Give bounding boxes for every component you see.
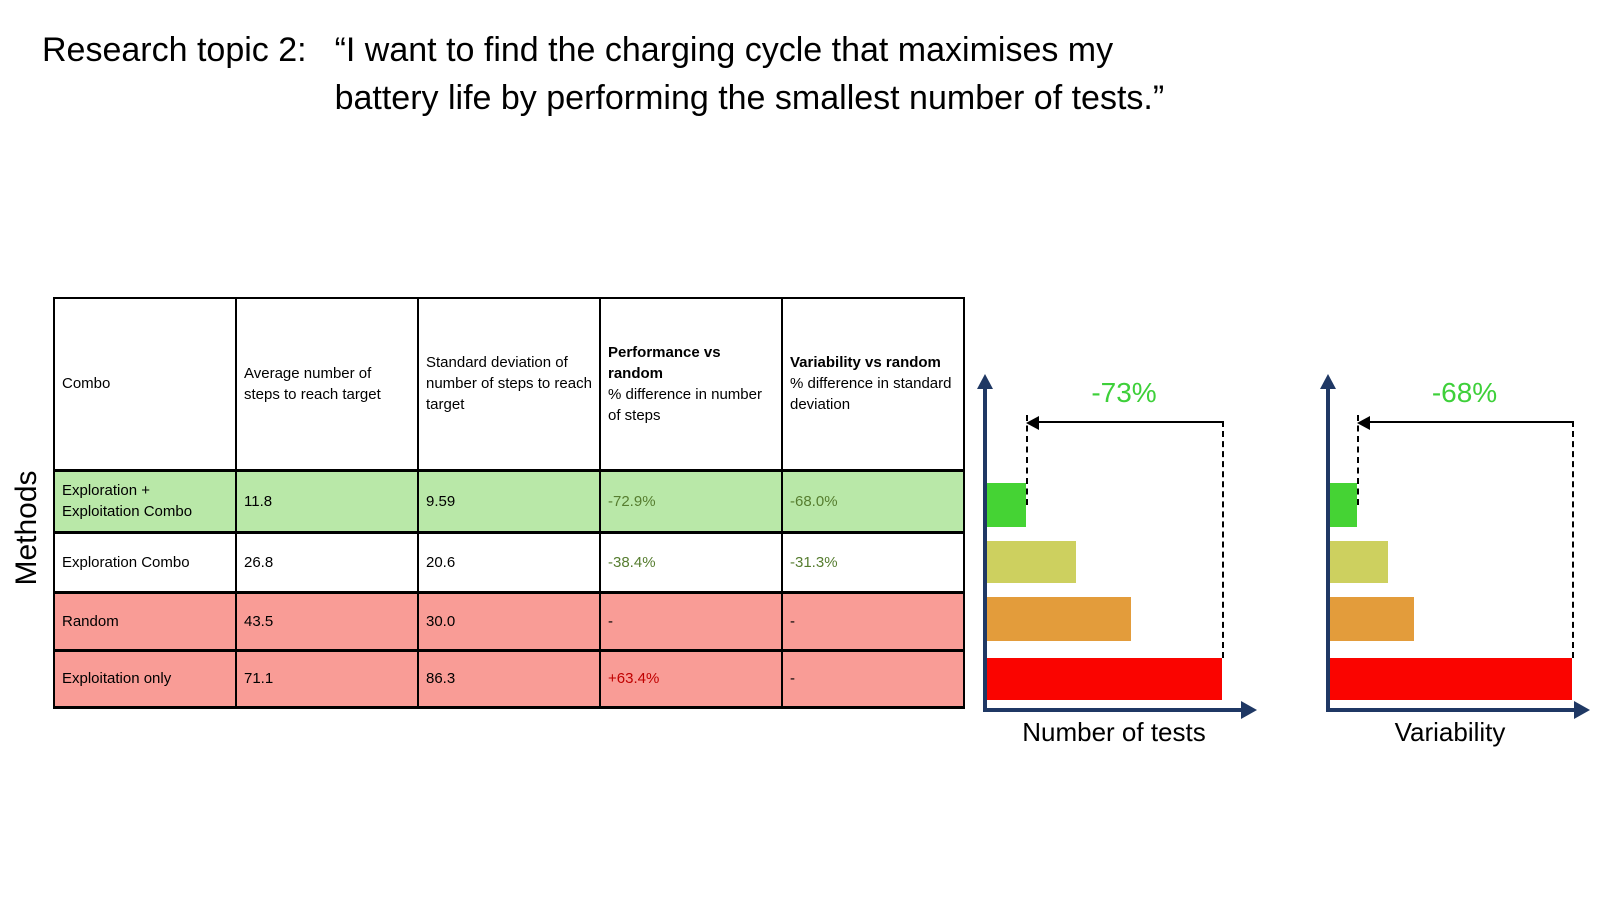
reduction-arrow xyxy=(1368,421,1572,423)
dashed-guide-left xyxy=(1357,415,1359,505)
column-header-combo: Combo xyxy=(53,297,237,471)
column-header-performance: Performance vs random % difference in nu… xyxy=(599,297,783,471)
chart-bar xyxy=(987,541,1076,583)
method-cell: Random xyxy=(53,590,237,652)
title-quote-line-1: “I want to find the charging cycle that … xyxy=(334,31,1114,69)
perf-vs-random-cell: -38.4% xyxy=(599,531,783,593)
x-axis xyxy=(1326,708,1574,712)
chart-bar xyxy=(987,483,1026,527)
column-header-performance-title: Performance vs random xyxy=(608,343,721,382)
y-axis xyxy=(1326,386,1330,712)
chart-bar xyxy=(987,597,1131,641)
var-vs-random-cell: - xyxy=(781,648,965,709)
std-dev-cell: 9.59 xyxy=(417,468,601,534)
y-axis-arrow-icon xyxy=(977,374,993,389)
title-prefix: Research topic 2: xyxy=(42,31,307,69)
table-row: Exploration + Exploitation Combo 11.8 9.… xyxy=(53,468,965,534)
perf-vs-random-cell: -72.9% xyxy=(599,468,783,534)
chart-bar xyxy=(987,658,1222,700)
title-quote-line-2: battery life by performing the smallest … xyxy=(334,79,1165,117)
chart-bar xyxy=(1330,483,1357,527)
perf-vs-random-cell: - xyxy=(599,590,783,652)
reduction-annotation: -73% xyxy=(1091,377,1157,408)
methods-axis-label: Methods xyxy=(10,470,43,586)
column-header-variability: Variability vs random % difference in st… xyxy=(781,297,965,471)
column-header-variability-subtitle: % difference in standard deviation xyxy=(790,375,952,414)
chart-bar xyxy=(1330,597,1414,641)
var-vs-random-cell: - xyxy=(781,590,965,652)
dashed-guide-right xyxy=(1572,421,1574,658)
y-axis-arrow-icon xyxy=(1320,374,1336,389)
var-vs-random-cell: -68.0% xyxy=(781,468,965,534)
title-quote: “I want to find the charging cycle that … xyxy=(335,26,1165,122)
column-header-variability-title: Variability vs random xyxy=(790,354,941,372)
table-row: Exploration Combo 26.8 20.6 -38.4% -31.3… xyxy=(53,531,965,593)
results-table: Combo Average number of steps to reach t… xyxy=(53,297,965,709)
reduction-arrowhead-icon xyxy=(1357,416,1370,430)
dashed-guide-right xyxy=(1222,421,1224,658)
slide-title: Research topic 2: “I want to find the ch… xyxy=(42,26,1164,122)
column-header-avg-steps: Average number of steps to reach target xyxy=(235,297,419,471)
reduction-annotation: -68% xyxy=(1431,377,1498,408)
dashed-guide-left xyxy=(1026,415,1028,505)
tests-bar-chart: -73% Number of tests xyxy=(977,374,1273,775)
avg-steps-cell: 71.1 xyxy=(235,648,419,709)
table-header-row: Combo Average number of steps to reach t… xyxy=(53,297,965,471)
var-vs-random-cell: -31.3% xyxy=(781,531,965,593)
method-cell: Exploration Combo xyxy=(53,531,237,593)
chart-x-label: Variability xyxy=(1394,717,1506,747)
avg-steps-cell: 43.5 xyxy=(235,590,419,652)
x-axis xyxy=(983,708,1241,712)
table-row: Exploitation only 71.1 86.3 +63.4% - xyxy=(53,648,965,709)
chart-bar xyxy=(1330,658,1572,700)
method-cell: Exploration + Exploitation Combo xyxy=(53,468,237,534)
y-axis xyxy=(983,386,987,712)
reduction-arrowhead-icon xyxy=(1026,416,1039,430)
chart-bar xyxy=(1330,541,1388,583)
perf-vs-random-cell: +63.4% xyxy=(599,648,783,709)
x-axis-arrow-icon xyxy=(1574,701,1590,719)
std-dev-cell: 30.0 xyxy=(417,590,601,652)
std-dev-cell: 86.3 xyxy=(417,648,601,709)
method-cell: Exploitation only xyxy=(53,648,237,709)
std-dev-cell: 20.6 xyxy=(417,531,601,593)
variability-bar-chart: -68% Variability xyxy=(1320,374,1600,775)
chart-x-label: Number of tests xyxy=(1022,717,1206,747)
avg-steps-cell: 26.8 xyxy=(235,531,419,593)
column-header-performance-subtitle: % difference in number of steps xyxy=(608,385,762,424)
column-header-std-dev: Standard deviation of number of steps to… xyxy=(417,297,601,471)
avg-steps-cell: 11.8 xyxy=(235,468,419,534)
table-row: Random 43.5 30.0 - - xyxy=(53,590,965,652)
reduction-arrow xyxy=(1037,421,1222,423)
x-axis-arrow-icon xyxy=(1241,701,1257,719)
